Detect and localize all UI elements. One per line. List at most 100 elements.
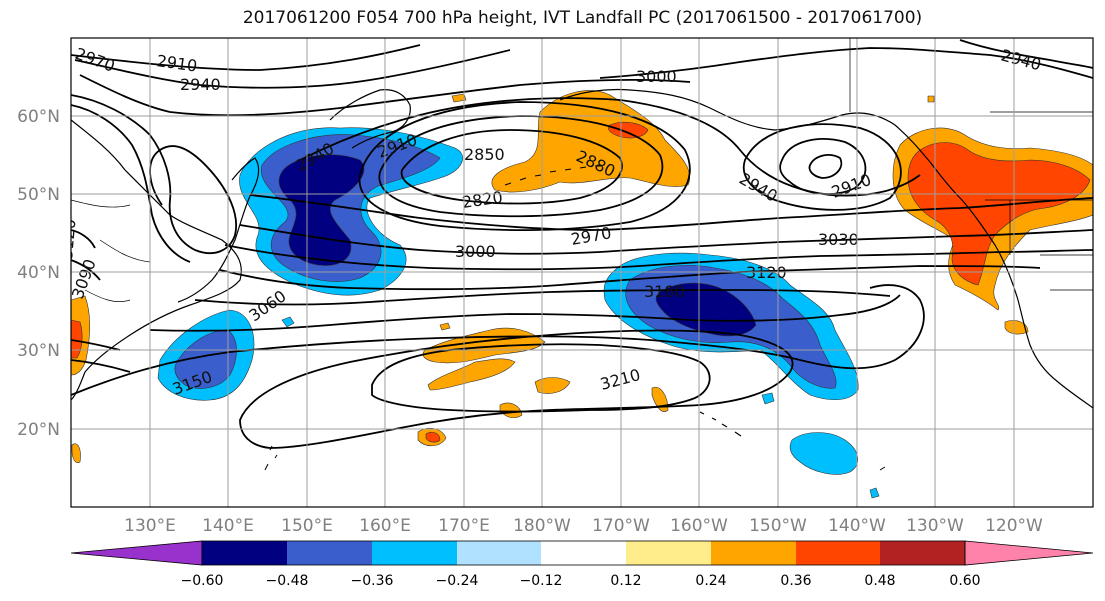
contour-lobe-a <box>71 104 191 263</box>
colorbar-bin-9 <box>880 541 965 565</box>
lat-label-40n: 40°N <box>17 263 60 283</box>
colorbar-label-10: 0.60 <box>949 573 980 589</box>
colorbar-label-4: −0.24 <box>436 573 479 589</box>
colorbar-label-5: −0.12 <box>520 573 563 589</box>
contour-3060 <box>219 265 1041 291</box>
colorbar-label-7: 0.24 <box>695 573 726 589</box>
contour-2940-ne <box>959 39 1093 69</box>
colorbar: −0.60 −0.48 −0.36 −0.24 −0.12 0.12 0.24 … <box>70 540 1094 589</box>
colorbar-label-3: −0.36 <box>351 573 394 589</box>
lon-label-170e: 170°E <box>438 516 490 536</box>
map-title: 2017061200 F054 700 hPa height, IVT Land… <box>242 8 923 28</box>
longitude-labels: 130°E 140°E 150°E 160°E 170°E 180°W 170°… <box>124 516 1043 536</box>
colorbar-bin-4 <box>457 541 541 565</box>
lon-label-180w: 180°W <box>513 516 571 536</box>
colorbar-bin-6 <box>626 541 711 565</box>
ivt-streak-7 <box>1004 320 1029 335</box>
colorbar-label-2: −0.48 <box>266 573 309 589</box>
map-layers: 2910 2940 2970 2910 2940 3000 2940 2850 … <box>57 38 1093 507</box>
contour-west-edge-4 <box>71 259 101 281</box>
aleutian-islands <box>504 165 601 186</box>
contour-3180 <box>239 329 794 449</box>
contour-west-edge-2 <box>71 359 131 373</box>
contour-closed-low-1 <box>400 129 623 205</box>
contour-label-2850: 2850 <box>464 145 505 164</box>
contour-2970 <box>249 194 1093 231</box>
colorbar-label-8: 0.36 <box>780 573 811 589</box>
ivt-region-hawaii <box>789 432 858 475</box>
contour-label-3180: 3180 <box>644 282 685 301</box>
alaska-coast <box>559 88 1093 409</box>
colorbar-bin-1 <box>202 541 287 565</box>
colorbar-bin-5 <box>541 541 626 565</box>
contour-label-3120-b: 3120 <box>57 218 79 260</box>
contour-2940-main <box>299 97 921 197</box>
contour-3150 <box>71 284 925 396</box>
contour-3090 <box>194 289 891 306</box>
colorbar-extend-left <box>70 540 203 566</box>
colorbar-frame <box>201 540 966 566</box>
contour-3000 <box>239 224 1093 255</box>
lon-label-150w: 150°W <box>749 516 807 536</box>
latitude-labels: 60°N 50°N 40°N 30°N 20°N <box>17 107 60 440</box>
ivt-region-small-3 <box>869 487 880 499</box>
ivt-region-small-1 <box>281 316 295 328</box>
ivt-region-aleutian-core <box>608 121 649 139</box>
lon-label-140w: 140°W <box>828 516 886 536</box>
ivt-streak-9 <box>927 95 935 103</box>
contour-closed-high-ne-2 <box>779 138 867 195</box>
kamchatka-coast <box>329 89 411 149</box>
colorbar-label-6: 0.12 <box>610 573 641 589</box>
lon-label-120w: 120°W <box>985 516 1043 536</box>
colorbar-bin-2 <box>287 541 372 565</box>
ivt-streak-2 <box>427 358 516 391</box>
colorbar-bin-8 <box>796 541 880 565</box>
graticule <box>71 38 1093 507</box>
asia-borders <box>71 199 151 303</box>
contour-3210 <box>371 343 711 413</box>
ivt-region-small-2 <box>761 392 775 405</box>
asia-coast <box>71 119 242 401</box>
japan-coast <box>177 157 260 303</box>
ivt-streak-3 <box>534 377 571 394</box>
lon-label-130e: 130°E <box>124 516 176 536</box>
lon-label-160w: 160°W <box>670 516 728 536</box>
contour-label-3030: 3030 <box>818 230 859 249</box>
lon-label-150e: 150°E <box>281 516 333 536</box>
colorbar-label-9: 0.48 <box>864 573 895 589</box>
contour-2970-north <box>79 74 691 117</box>
lat-label-50n: 50°N <box>17 185 60 205</box>
ivt-region-nw-pacific-core <box>278 154 365 266</box>
hawaii-islands <box>699 411 742 437</box>
contour-2910-north <box>71 44 421 71</box>
contour-3000-north <box>599 47 1093 79</box>
colorbar-extend-right <box>964 540 1094 566</box>
contour-closed-high-ne-1 <box>808 154 843 179</box>
contour-3030 <box>224 244 1093 271</box>
ivt-streak-10 <box>439 322 451 331</box>
contour-closed-low-3 <box>358 101 691 231</box>
ivt-streak-5-core <box>425 431 441 443</box>
contour-west-edge-3 <box>71 229 96 249</box>
lon-label-130w: 130°W <box>906 516 964 536</box>
ivt-streak-8 <box>451 93 467 103</box>
ivt-streak-11 <box>71 443 81 463</box>
lat-label-60n: 60°N <box>17 107 60 127</box>
contour-2940-north <box>74 49 511 89</box>
colorbar-bin-3 <box>372 541 457 565</box>
colorbar-label-1: −0.60 <box>181 573 224 589</box>
lon-label-160e: 160°E <box>359 516 411 536</box>
height-contours <box>71 39 1093 449</box>
contour-closed-high-ne-3 <box>742 123 902 211</box>
contour-label-2940-a: 2940 <box>180 75 221 94</box>
na-borders <box>849 38 1093 291</box>
lat-label-30n: 30°N <box>17 341 60 361</box>
lon-label-170w: 170°W <box>592 516 650 536</box>
contour-closed-low-2 <box>378 115 664 218</box>
contour-3120 <box>149 294 901 332</box>
contour-west-edge-1 <box>71 339 121 351</box>
contour-label-3000-a: 3000 <box>636 67 677 86</box>
ivt-region-sw-mid <box>174 329 237 389</box>
ivt-region-west-edge-core <box>71 319 83 359</box>
